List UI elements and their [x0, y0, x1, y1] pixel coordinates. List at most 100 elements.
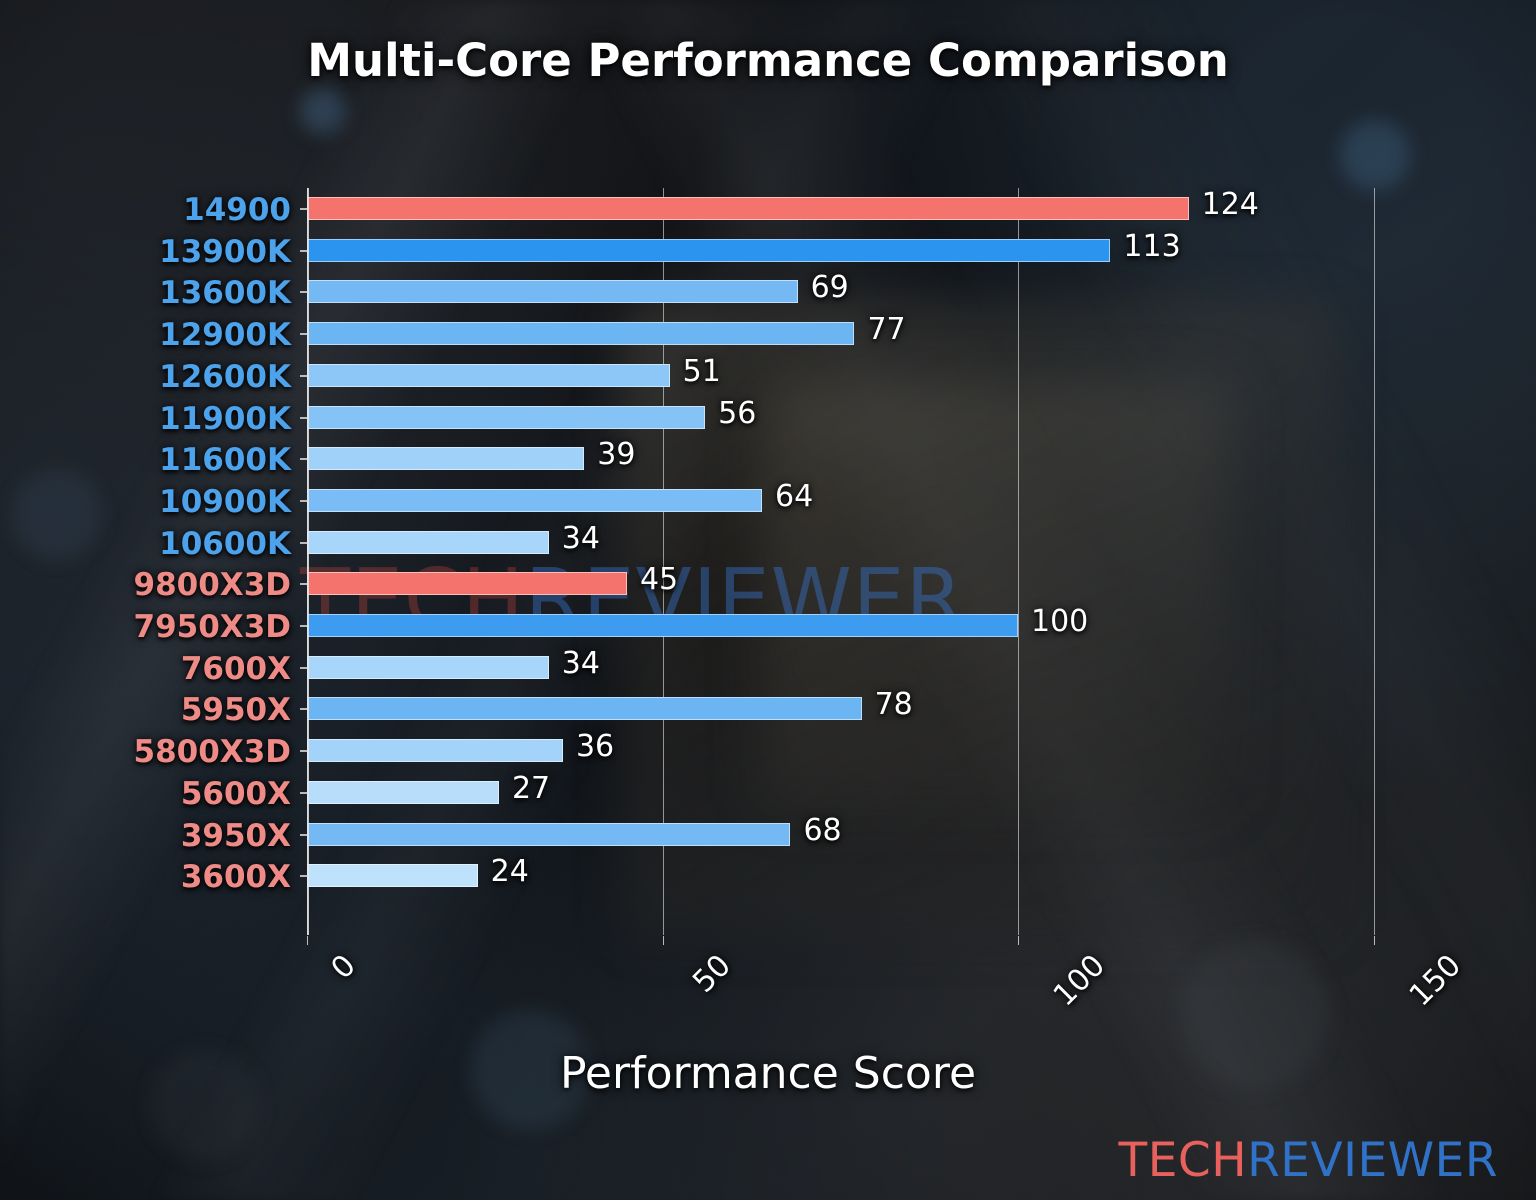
category-label: 7600X	[180, 650, 291, 687]
bar-row[interactable]: 68	[307, 812, 1382, 856]
logo-tech: TECH	[1118, 1133, 1248, 1188]
bokeh-dot	[12, 470, 102, 560]
category-label: 13900K	[159, 233, 291, 270]
category-label: 11900K	[159, 400, 291, 437]
bar-value-label: 78	[874, 687, 913, 723]
y-tick-mark	[300, 625, 309, 627]
bar-value-label: 113	[1123, 228, 1181, 264]
bar-row[interactable]: 100	[307, 604, 1382, 647]
bar-value-label: 24	[490, 854, 529, 890]
y-tick-mark	[300, 750, 309, 753]
y-tick-mark	[300, 499, 309, 502]
bar-row[interactable]: 64	[307, 478, 1382, 522]
category-label: 5800X3D	[133, 734, 291, 771]
gridline	[1373, 188, 1375, 935]
bar-value-label: 68	[803, 812, 842, 848]
bar-row[interactable]: 36	[307, 729, 1382, 772]
bar-row[interactable]: 34	[307, 645, 1382, 689]
bar[interactable]	[307, 447, 585, 471]
bar-value-label: 39	[597, 437, 636, 473]
y-tick-mark	[300, 875, 309, 878]
bar[interactable]	[307, 780, 499, 804]
category-label: 7950X3D	[133, 609, 291, 645]
y-tick-mark	[300, 541, 309, 544]
x-tick-mark	[662, 936, 664, 945]
bar-row[interactable]: 56	[307, 396, 1382, 439]
x-tick-mark	[307, 936, 309, 945]
y-tick-mark	[300, 416, 309, 419]
y-tick-mark	[300, 291, 309, 294]
bar[interactable]	[307, 488, 763, 512]
bar-value-label: 64	[775, 478, 814, 514]
background-cpu-core-blur	[760, 380, 1230, 810]
category-label: 12600K	[159, 358, 291, 395]
bokeh-dot	[1180, 940, 1330, 1090]
bar-row[interactable]: 45	[307, 562, 1382, 605]
bar[interactable]	[307, 864, 478, 888]
bar-row[interactable]: 78	[307, 687, 1382, 730]
category-label: 9800X3D	[133, 567, 291, 604]
bar[interactable]	[307, 363, 670, 387]
bar[interactable]	[307, 822, 791, 846]
bar-value-label: 69	[810, 270, 849, 306]
y-tick-mark	[300, 791, 309, 794]
bar[interactable]	[307, 697, 862, 721]
bar-row[interactable]: 24	[307, 854, 1382, 897]
category-label: 12900K	[159, 317, 291, 354]
category-label: 5600X	[180, 775, 291, 812]
y-tick-mark	[300, 833, 309, 836]
bar[interactable]	[307, 280, 798, 304]
bar-value-label: 27	[511, 770, 551, 806]
bar-row[interactable]: 69	[307, 270, 1382, 313]
bar-row[interactable]: 27	[307, 770, 1382, 814]
x-axis-label: Performance Score	[559, 1048, 977, 1099]
bar-value-label: 45	[639, 562, 679, 598]
bar-value-label: 100	[1031, 604, 1089, 639]
bar[interactable]	[307, 655, 549, 679]
bar-row[interactable]: 51	[307, 353, 1382, 397]
bar-value-label: 34	[561, 645, 600, 681]
category-label: 10900K	[159, 483, 291, 520]
y-tick-mark	[300, 208, 309, 210]
bar[interactable]	[307, 197, 1189, 220]
bar[interactable]	[307, 405, 706, 429]
bar[interactable]	[307, 530, 549, 554]
category-label: 3950X	[180, 817, 291, 854]
gridline	[1018, 188, 1020, 935]
x-tick-mark	[1018, 936, 1020, 945]
bokeh-dot	[470, 1010, 590, 1130]
bokeh-dot	[1340, 120, 1410, 190]
category-label: 10600K	[159, 525, 291, 562]
bar[interactable]	[307, 739, 563, 763]
y-tick-mark	[300, 374, 309, 377]
category-label: 5950X	[180, 692, 291, 729]
bar-row[interactable]: 124	[307, 187, 1382, 230]
category-label: 14900	[183, 192, 291, 228]
category-label: 3600X	[180, 859, 291, 896]
y-tick-mark	[300, 249, 309, 252]
y-tick-mark	[300, 458, 309, 461]
y-tick-mark	[300, 333, 309, 336]
bar-row[interactable]: 39	[307, 437, 1382, 480]
category-label: 11600K	[159, 442, 291, 479]
plot-area: 124 113 69 77 51 56 39 64 34 45 100 34 78 36 27 68 24	[307, 187, 1382, 935]
bar[interactable]	[307, 614, 1018, 637]
brand-logo: TECHREVIEWER	[1119, 1133, 1498, 1188]
chart-title: Multi-Core Performance Comparison	[307, 34, 1229, 87]
bar-row[interactable]: 113	[307, 228, 1382, 272]
y-tick-mark	[300, 666, 309, 669]
logo-reviewer: REVIEWER	[1247, 1133, 1498, 1188]
bar[interactable]	[307, 322, 855, 346]
bar-row[interactable]: 34	[307, 521, 1382, 564]
y-tick-mark	[300, 708, 309, 711]
bar-row[interactable]: 77	[307, 312, 1382, 355]
y-tick-mark	[300, 583, 309, 586]
bokeh-dot	[300, 88, 346, 134]
bar-value-label: 124	[1201, 187, 1259, 222]
bar-value-label: 36	[575, 729, 615, 765]
bar-value-label: 51	[682, 353, 721, 389]
bar[interactable]	[307, 238, 1111, 262]
category-label: 13600K	[159, 275, 291, 312]
bar[interactable]	[307, 572, 627, 596]
